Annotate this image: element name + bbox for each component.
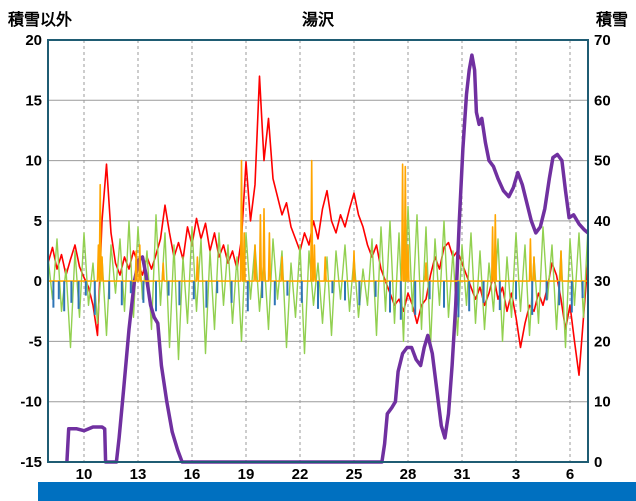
y-left-tick-label: -15	[20, 454, 42, 471]
blue-bars	[531, 281, 534, 315]
x-tick-label: 22	[292, 466, 309, 483]
blue-bars	[205, 281, 208, 308]
x-tick-label: 28	[400, 466, 417, 483]
blue-bars	[192, 281, 195, 300]
blue-bars	[52, 281, 55, 308]
blue-bars	[178, 281, 181, 306]
bottom-bar	[38, 482, 636, 501]
blue-bars	[498, 281, 501, 311]
y-right-tick-label: 20	[594, 333, 611, 350]
blue-bars	[358, 281, 361, 306]
x-tick-label: 25	[346, 466, 363, 483]
x-tick-label: 19	[238, 466, 255, 483]
y-right-tick-label: 50	[594, 153, 611, 170]
y-right-tick-label: 70	[594, 32, 611, 49]
blue-bars	[482, 281, 485, 303]
blue-bars	[558, 281, 561, 306]
blue-bars	[70, 281, 73, 303]
x-tick-label: 16	[184, 466, 201, 483]
x-tick-label: 6	[566, 466, 574, 483]
blue-bars	[286, 281, 289, 296]
blue-bars	[515, 281, 517, 300]
blue-bars	[246, 281, 249, 312]
blue-bars	[300, 281, 303, 303]
blue-bars	[344, 281, 346, 301]
y-left-tick-label: 20	[25, 32, 42, 49]
blue-bars	[581, 281, 584, 299]
plot-border	[47, 39, 589, 463]
chart-title: 湯沢	[301, 12, 334, 29]
blue-bars	[273, 281, 276, 306]
blue-bars	[399, 281, 402, 320]
blue-bars	[389, 281, 391, 313]
blue-bars	[108, 281, 111, 300]
y-left-tick-label: 10	[25, 153, 42, 170]
blue-bars	[570, 281, 573, 313]
x-tick-label: 31	[454, 466, 471, 483]
blue-bars	[468, 281, 471, 312]
blue-bars	[129, 281, 132, 294]
x-tick-label: 13	[130, 466, 147, 483]
blue-bars	[93, 281, 96, 315]
blue-bars	[57, 281, 60, 300]
y-left-tick-label: 5	[34, 213, 42, 230]
blue-bars	[155, 281, 157, 312]
y-right-tick-label: 0	[594, 454, 602, 471]
y-right-tick-label: 10	[594, 394, 611, 411]
blue-bars	[457, 281, 460, 318]
y-left-tick-label: -5	[29, 333, 42, 350]
orange-spikes	[48, 159, 588, 282]
blue-bars	[120, 281, 123, 306]
blue-bars	[331, 281, 334, 294]
x-tick-label: 3	[512, 466, 520, 483]
y-left-tick-label: 15	[25, 92, 42, 109]
blue-bars	[63, 281, 66, 312]
right-axis-title: 積雪	[595, 12, 628, 29]
y-right-tick-label: 60	[594, 92, 611, 109]
left-axis-title: 積雪以外	[8, 12, 73, 29]
blue-bars	[414, 281, 417, 315]
x-tick-label: 10	[76, 466, 93, 483]
blue-bars	[77, 281, 80, 309]
blue-bars	[84, 281, 87, 296]
y-right-tick-label: 30	[594, 273, 611, 290]
blue-bars	[374, 281, 377, 297]
y-right-tick-label: 40	[594, 213, 611, 230]
y-left-tick-label: -10	[20, 394, 42, 411]
blue-bars	[230, 281, 233, 303]
blue-bars	[261, 281, 264, 299]
y-left-tick-label: 0	[34, 273, 42, 290]
blue-bars	[443, 281, 445, 308]
blue-bars	[428, 281, 431, 300]
blue-bars	[545, 281, 548, 301]
blue-bars	[167, 281, 170, 296]
blue-bars	[216, 281, 219, 294]
blue-bars	[317, 281, 319, 309]
blue-bars	[142, 281, 145, 303]
green-line	[47, 205, 589, 361]
